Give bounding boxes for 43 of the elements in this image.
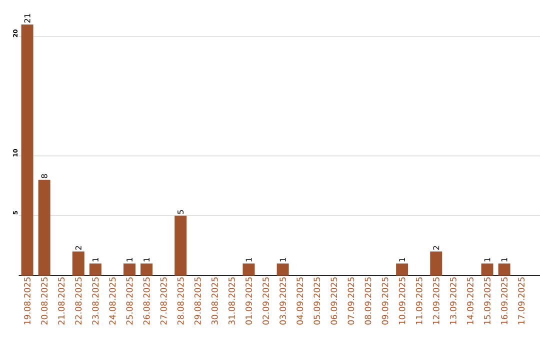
- x-tick-label: 27.08.2025: [160, 277, 167, 325]
- x-tick-label: 01.09.2025: [246, 277, 252, 325]
- bar: [123, 264, 136, 276]
- x-tick-label: 19.08.2025: [24, 277, 30, 324]
- bar: [38, 180, 50, 276]
- x-tick-label: 03.09.2025: [280, 277, 286, 325]
- x-tick-label: 09.09.2025: [382, 277, 388, 325]
- x-tick-label: 21.08.2025: [58, 277, 65, 325]
- x-tick-label: 25.08.2025: [126, 277, 133, 325]
- x-tick-label: 11.09.2025: [416, 277, 422, 324]
- x-tick-label: 26.08.2025: [143, 277, 150, 325]
- x-tick-label: 13.09.2025: [450, 277, 456, 324]
- x-tick-label: 24.08.2025: [109, 277, 116, 325]
- x-tick-label: 14.09.2025: [467, 277, 474, 324]
- x-tick-label: 29.08.2025: [194, 277, 201, 325]
- bar: [276, 264, 289, 276]
- bar: [481, 264, 494, 276]
- x-tick-label: 17.09.2025: [518, 277, 525, 324]
- x-tick-label: 20.08.2025: [41, 277, 48, 325]
- bar: [430, 252, 442, 276]
- bar: [89, 264, 102, 276]
- bar: [72, 252, 84, 276]
- x-tick-label: 23.08.2025: [92, 277, 99, 325]
- bar: [21, 24, 34, 276]
- x-tick-label: 04.09.2025: [296, 277, 304, 325]
- x-tick-label: 02.09.2025: [262, 277, 269, 325]
- x-tick-label: 07.09.2025: [348, 277, 354, 325]
- x-tick-label: 22.08.2025: [75, 277, 82, 325]
- bar: [242, 264, 255, 276]
- x-tick-label: 10.09.2025: [398, 277, 406, 324]
- x-tick-label: 30.08.2025: [211, 277, 218, 324]
- x-tick-label: 15.09.2025: [484, 277, 490, 324]
- bar: [174, 216, 187, 276]
- x-tick-label: 08.09.2025: [364, 277, 372, 325]
- bar: [498, 264, 510, 276]
- x-tick-label: 31.08.2025: [228, 277, 235, 324]
- x-tick-label: 05.09.2025: [314, 277, 320, 325]
- bar: [140, 264, 153, 276]
- x-tick-label: 06.09.2025: [330, 277, 338, 325]
- x-tick-label: 28.08.2025: [177, 277, 184, 325]
- x-tick-label: 16.09.2025: [501, 277, 508, 324]
- bar: [396, 264, 408, 276]
- x-tick-label: 12.09.2025: [432, 277, 440, 324]
